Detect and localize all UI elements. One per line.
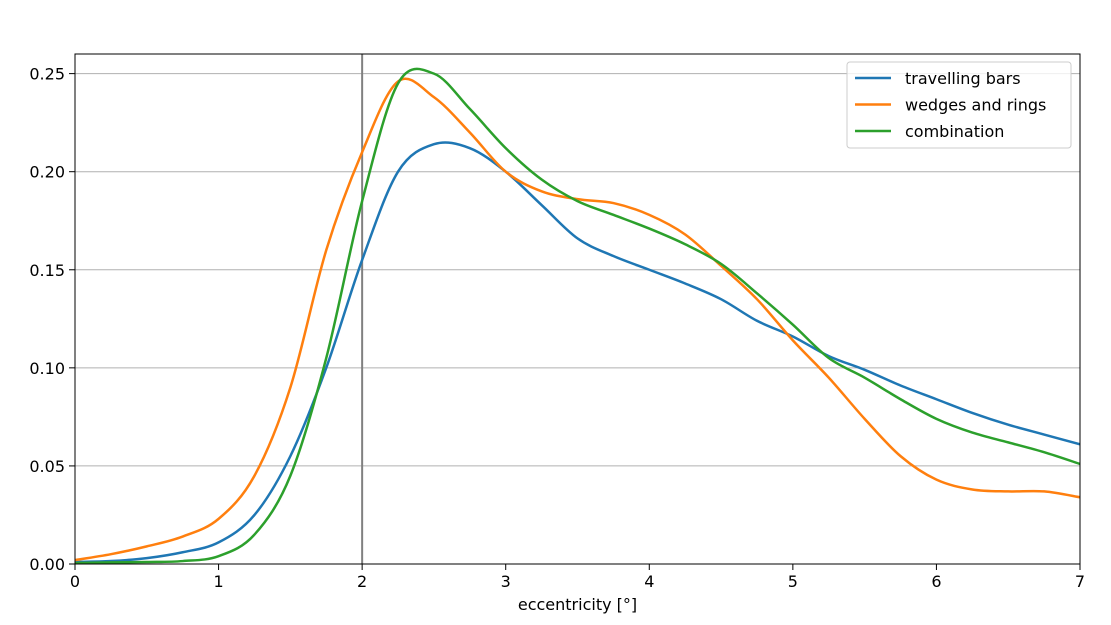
x-tick-label-0: 0 bbox=[70, 572, 80, 591]
x-tick-label-5: 5 bbox=[788, 572, 798, 591]
series-line-combination bbox=[75, 67, 1080, 564]
y-tick-label-3: 0.15 bbox=[29, 261, 65, 280]
series-line-wedges-and-rings bbox=[75, 77, 1080, 562]
x-axis-label: eccentricity [°] bbox=[518, 595, 637, 614]
y-tick-label-4: 0.20 bbox=[29, 163, 65, 182]
x-tick-label-3: 3 bbox=[501, 572, 511, 591]
y-tick-label-5: 0.25 bbox=[29, 65, 65, 84]
x-tick-label-6: 6 bbox=[931, 572, 941, 591]
y-tick-label-1: 0.05 bbox=[29, 457, 65, 476]
y-axis-ticks: 0.00 0.05 0.10 0.15 0.20 0.25 bbox=[29, 65, 75, 574]
series-group bbox=[75, 67, 1080, 564]
series-line-travelling-bars bbox=[75, 141, 1080, 564]
legend-label-2: combination bbox=[905, 122, 1004, 141]
x-tick-label-7: 7 bbox=[1075, 572, 1085, 591]
legend-items: travelling bars wedges and rings combinati… bbox=[855, 69, 1046, 141]
x-tick-label-4: 4 bbox=[644, 572, 654, 591]
y-tick-label-2: 0.10 bbox=[29, 359, 65, 378]
x-tick-label-1: 1 bbox=[213, 572, 223, 591]
x-axis-ticks: 0 1 2 3 4 5 6 7 bbox=[70, 564, 1085, 591]
x-tick-label-2: 2 bbox=[357, 572, 367, 591]
y-tick-label-0: 0.00 bbox=[29, 555, 65, 574]
legend-label-1: wedges and rings bbox=[905, 96, 1046, 115]
plot-frame bbox=[74, 53, 1081, 565]
legend-box bbox=[846, 61, 1072, 149]
legend: travelling bars wedges and rings combinati… bbox=[846, 61, 1072, 149]
legend-label-0: travelling bars bbox=[905, 69, 1021, 88]
